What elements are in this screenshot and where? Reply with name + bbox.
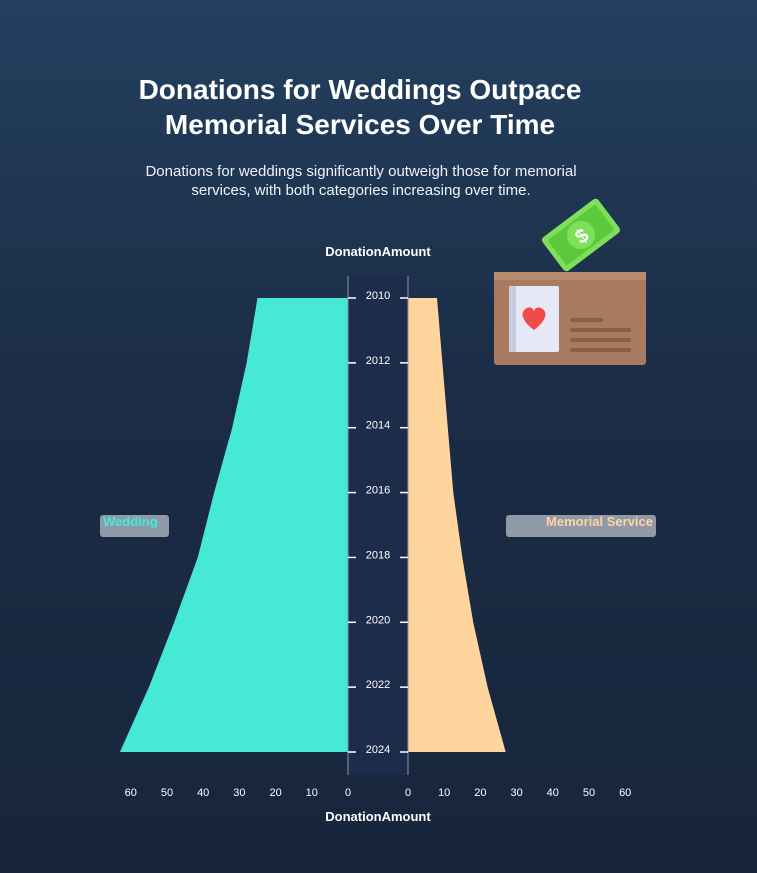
memorial-x-tick-label: 40 (547, 787, 559, 799)
chart-title: Donations for Weddings Outpace Memorial … (60, 72, 660, 142)
title-line-1: Donations for Weddings Outpace (138, 74, 582, 105)
year-tick-label: 2024 (366, 744, 390, 756)
memorial-x-tick-label: 0 (405, 787, 411, 799)
title-line-2: Memorial Services Over Time (164, 109, 556, 140)
center-axis-band (348, 276, 408, 775)
legend-box-wedding (100, 515, 169, 537)
memorial-x-tick-label: 50 (583, 787, 595, 799)
subtitle-line-1: Donations for weddings significantly out… (145, 163, 577, 180)
wedding-x-tick-label: 20 (269, 787, 281, 799)
year-tick-label: 2016 (366, 485, 390, 497)
wedding-x-tick-label: 30 (233, 787, 245, 799)
area-wedding (119, 298, 349, 752)
area-memorial-service (408, 298, 506, 752)
bottom-axis-title: DonationAmount (325, 809, 431, 824)
wedding-x-tick-label: 60 (125, 787, 137, 799)
legend-label-wedding: Wedding (103, 514, 158, 529)
top-axis-title: DonationAmount (325, 244, 431, 259)
year-tick-label: 2014 (366, 420, 390, 432)
wedding-x-tick-label: 10 (306, 787, 318, 799)
memorial-x-tick-label: 30 (510, 787, 522, 799)
year-tick-label: 2022 (366, 679, 390, 691)
subtitle-line-2: services, with both categories increasin… (191, 182, 531, 199)
memorial-x-tick-label: 20 (474, 787, 486, 799)
chart-subtitle: Donations for weddings significantly out… (100, 162, 622, 200)
legend-box-memorial (506, 515, 656, 537)
year-tick-label: 2010 (366, 290, 390, 302)
wedding-x-tick-label: 0 (345, 787, 351, 799)
memorial-x-tick-label: 60 (619, 787, 631, 799)
wedding-x-tick-label: 40 (197, 787, 209, 799)
year-tick-label: 2012 (366, 355, 390, 367)
donation-box-with-money-icon: $ (494, 198, 646, 365)
year-tick-label: 2020 (366, 614, 390, 626)
memorial-x-tick-label: 10 (438, 787, 450, 799)
year-tick-label: 2018 (366, 549, 390, 561)
legend-label-memorial: Memorial Service (546, 514, 653, 529)
wedding-x-tick-label: 50 (161, 787, 173, 799)
